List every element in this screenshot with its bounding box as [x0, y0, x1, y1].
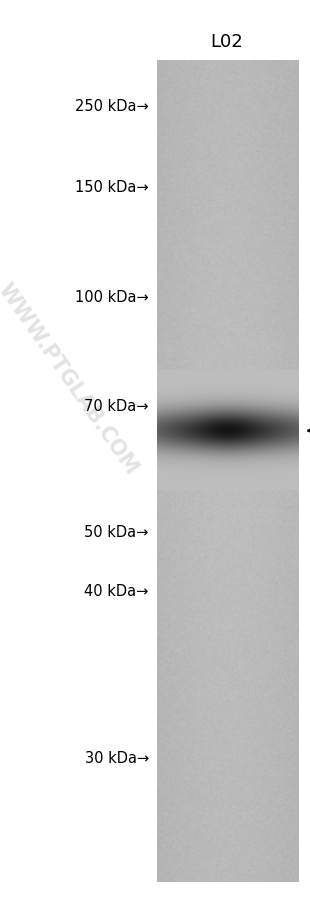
Text: WWW.PTGLAB.COM: WWW.PTGLAB.COM [0, 280, 142, 478]
Text: 150 kDa→: 150 kDa→ [75, 180, 149, 195]
Text: 250 kDa→: 250 kDa→ [75, 99, 149, 114]
Text: L02: L02 [211, 32, 243, 51]
Text: 30 kDa→: 30 kDa→ [85, 750, 149, 765]
Text: 70 kDa→: 70 kDa→ [84, 399, 149, 413]
Text: 50 kDa→: 50 kDa→ [84, 525, 149, 539]
Text: 40 kDa→: 40 kDa→ [84, 584, 149, 598]
Text: 100 kDa→: 100 kDa→ [75, 290, 149, 305]
